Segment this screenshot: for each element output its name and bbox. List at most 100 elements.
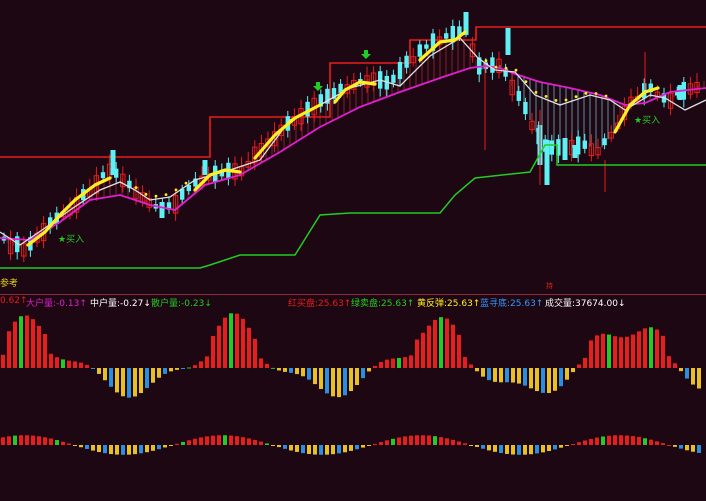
candle-body-highlight (505, 28, 511, 55)
candle-body (602, 138, 607, 146)
buy-label-1: ★买入 (58, 235, 85, 245)
indicator-bar-lower (241, 437, 245, 445)
trend-segment (26, 176, 112, 247)
indicator-bar-upper (229, 313, 233, 368)
candle-body (331, 88, 337, 99)
indicator-bar-upper (325, 368, 329, 394)
signal-dot (564, 98, 568, 102)
indicator-bar-upper (547, 368, 551, 393)
indicator-bar-upper (307, 368, 311, 380)
indicator-bar-upper (319, 368, 323, 389)
indicator-bar-upper (523, 368, 527, 386)
indicator-bar-lower (415, 435, 419, 445)
indicator-bar-lower (181, 441, 185, 445)
indicator-bar-upper (181, 368, 185, 369)
indicator-bar-upper (463, 357, 467, 368)
indicator-bar-upper (223, 317, 227, 368)
signal-dot (544, 95, 548, 98)
indicator-bar-upper (673, 363, 677, 368)
indicator-bar-upper (169, 368, 173, 372)
indicator-bar-lower (13, 435, 17, 445)
signal-dot (184, 181, 188, 185)
indicator-bar-upper (349, 368, 353, 392)
signal-dot (484, 59, 488, 63)
indicator-bar-upper (145, 368, 149, 389)
indicator-bar-upper (151, 368, 155, 383)
indicator-bar-lower (271, 445, 275, 446)
signal-dot (164, 193, 168, 197)
indicator-bar-lower (649, 439, 653, 445)
indicator-bar-upper (139, 368, 143, 394)
indicator-bar-upper (277, 368, 281, 371)
indicator-bar-upper (493, 368, 497, 382)
indicator-bar-upper (427, 325, 431, 368)
trend-segment (193, 168, 242, 192)
indicator-bar-lower (457, 441, 461, 445)
candle-body (588, 143, 595, 157)
candle-body-highlight (463, 12, 469, 35)
indicator-bar-upper (205, 356, 209, 368)
indicator-bar-lower (529, 445, 533, 455)
indicator-bar-lower (127, 445, 131, 455)
candle-body (410, 56, 416, 64)
legend-item-red-buy: 红买盘:25.63↑ (288, 299, 352, 309)
indicator-bar-upper (13, 321, 17, 368)
indicator-bar-upper (175, 368, 179, 370)
hold-label: 持 (546, 282, 553, 290)
candle-body (127, 180, 132, 189)
indicator-bar-upper (637, 331, 641, 368)
indicator-bar-upper (67, 360, 71, 368)
indicator-bar-lower (391, 438, 395, 445)
candle-body (648, 83, 653, 93)
signal-dot (584, 91, 588, 95)
indicator-bar-upper (391, 358, 395, 368)
candle-body (186, 185, 191, 192)
candle-body (172, 195, 179, 214)
indicator-bar-lower (145, 445, 149, 453)
indicator-bar-upper (379, 361, 383, 368)
indicator-bar-upper (361, 368, 365, 379)
candle-body (391, 74, 396, 83)
indicator-bar-upper (439, 317, 443, 368)
indicator-bar-lower (355, 445, 359, 450)
indicator-bar-upper (235, 313, 239, 368)
candle-body (496, 58, 502, 73)
support-line (0, 144, 706, 269)
indicator-bar-upper (697, 368, 701, 389)
indicator-bar-upper (121, 368, 125, 397)
candle-body (595, 147, 601, 156)
indicator-bar-upper (559, 368, 563, 387)
indicator-bar-upper (19, 316, 23, 368)
candle-body (430, 33, 436, 51)
indicator-bar-upper (301, 368, 305, 377)
indicator-bar-upper (691, 368, 695, 385)
indicator-bar-lower (445, 438, 449, 445)
indicator-bar-upper (163, 368, 167, 374)
indicator-bar-upper (37, 325, 41, 368)
indicator-bar-upper (85, 364, 89, 368)
indicator-bar-lower (319, 445, 323, 455)
indicator-bar-upper (571, 368, 575, 373)
indicator-bar-lower (403, 436, 407, 445)
indicator-bar-upper (25, 315, 29, 368)
indicator-bar-lower (421, 435, 425, 445)
indicator-bar-lower (79, 445, 83, 448)
indicator-panel (1, 313, 701, 455)
indicator-bar-lower (259, 441, 263, 445)
candle-body-highlight (544, 140, 550, 185)
indicator-bar-lower (463, 443, 467, 445)
indicator-bar-upper (661, 335, 665, 368)
indicator-bar-lower (547, 445, 551, 452)
indicator-bar-lower (523, 445, 527, 455)
indicator-bar-lower (265, 443, 269, 445)
legend-item-retail: 散户量:-0.23↓ (151, 299, 212, 309)
indicator-bar-upper (619, 337, 623, 368)
indicator-bar-lower (361, 445, 365, 448)
candle-body-highlight (572, 145, 578, 158)
indicator-bar-lower (397, 437, 401, 445)
indicator-bar-upper (583, 357, 587, 368)
indicator-bar-lower (115, 445, 119, 455)
indicator-bar-lower (229, 435, 233, 445)
indicator-bar-lower (337, 445, 341, 454)
